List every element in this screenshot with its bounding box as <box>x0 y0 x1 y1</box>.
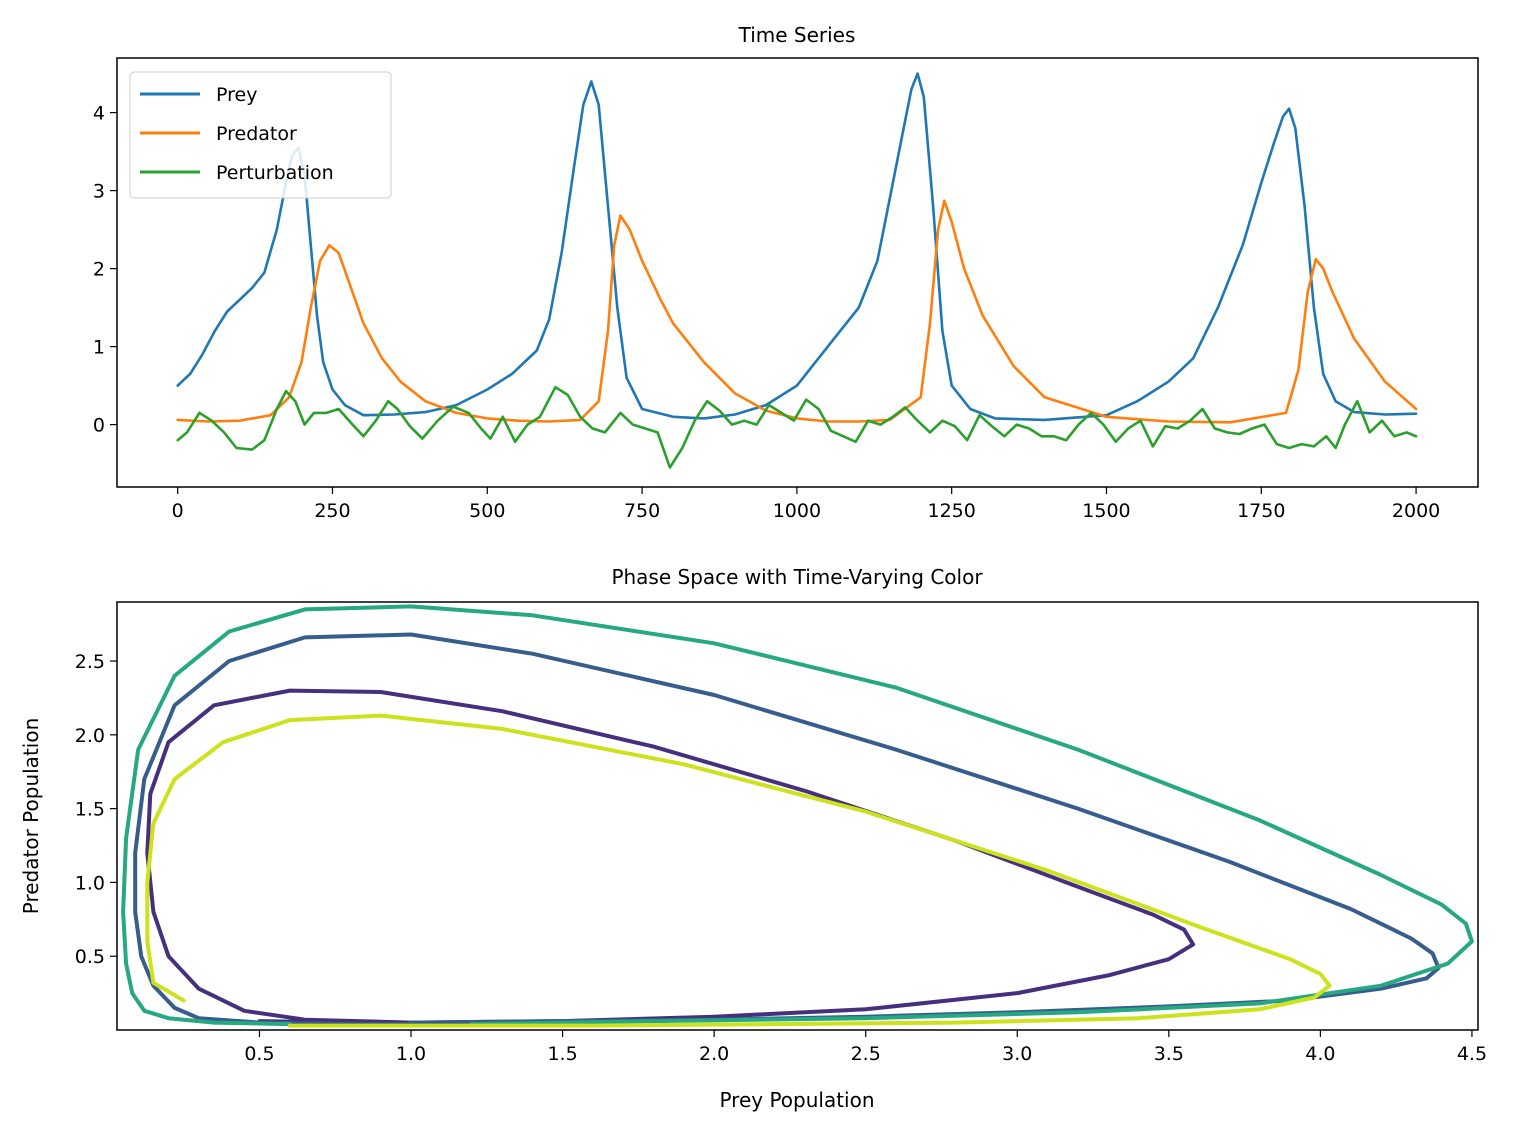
x-axis-label: Prey Population <box>719 1088 874 1112</box>
x-tick-label: 1500 <box>1082 500 1130 522</box>
x-axis: 0.5 1.0 1.5 2.0 2.5 3.0 3.5 4.0 4.5 <box>244 1030 1487 1065</box>
x-axis: 0 250 500 750 1000 1250 1500 1750 2000 <box>172 487 1440 522</box>
phase-space-plot-area <box>121 604 1474 1028</box>
x-tick-label: 500 <box>469 500 505 522</box>
legend-label-predator: Predator <box>216 123 297 145</box>
y-tick-label: 2 <box>93 259 105 281</box>
x-tick-label: 2.0 <box>699 1043 729 1065</box>
x-tick-label: 1.0 <box>396 1043 426 1065</box>
y-tick-label: 1 <box>93 337 105 359</box>
legend: Prey Predator Perturbation <box>129 71 392 199</box>
axes-frame <box>116 601 1479 1031</box>
x-tick-label: 1000 <box>773 500 821 522</box>
chart-title: Time Series <box>738 23 856 47</box>
x-tick-label: 750 <box>624 500 660 522</box>
x-tick-label: 0 <box>172 500 184 522</box>
phase-space-chart: Phase Space with Time-Varying Color 0.5 1… <box>19 565 1487 1112</box>
y-axis-label: Predator Population <box>19 718 43 914</box>
series-line-cycle-1 <box>145 688 1196 1025</box>
y-tick-label: 1.0 <box>75 872 105 894</box>
y-axis: 0 1 2 3 4 <box>93 103 117 437</box>
y-tick-label: 0 <box>93 415 105 437</box>
y-axis: 0.5 1.0 1.5 2.0 2.5 <box>75 651 117 968</box>
series-line-perturbation <box>176 385 1418 469</box>
y-tick-label: 3 <box>93 181 105 203</box>
y-tick-label: 2.0 <box>75 725 105 747</box>
x-tick-label: 250 <box>314 500 350 522</box>
x-tick-label: 1250 <box>928 500 976 522</box>
series-line-predator <box>176 199 1418 424</box>
x-tick-label: 3.0 <box>1002 1043 1032 1065</box>
y-tick-label: 1.5 <box>75 799 105 821</box>
x-tick-label: 1.5 <box>547 1043 577 1065</box>
x-tick-label: 3.5 <box>1154 1043 1184 1065</box>
y-tick-label: 2.5 <box>75 651 105 673</box>
x-tick-label: 4.5 <box>1457 1043 1487 1065</box>
series-line-cycle-4 <box>145 713 1332 1028</box>
axes-frame <box>116 57 1479 488</box>
x-tick-label: 2.5 <box>851 1043 881 1065</box>
legend-box <box>129 71 392 199</box>
x-tick-label: 0.5 <box>244 1043 274 1065</box>
y-tick-label: 0.5 <box>75 946 105 968</box>
time-series-chart: Time Series 0 250 500 750 1000 1250 1500 1750 20… <box>93 23 1479 522</box>
x-tick-label: 1750 <box>1237 500 1285 522</box>
legend-label-prey: Prey <box>216 84 257 106</box>
series-line-cycle-3 <box>121 604 1474 1027</box>
y-tick-label: 4 <box>93 103 105 125</box>
x-tick-label: 4.0 <box>1305 1043 1335 1065</box>
legend-label-perturbation: Perturbation <box>216 162 334 184</box>
chart-title: Phase Space with Time-Varying Color <box>611 565 983 589</box>
x-tick-label: 2000 <box>1392 500 1440 522</box>
